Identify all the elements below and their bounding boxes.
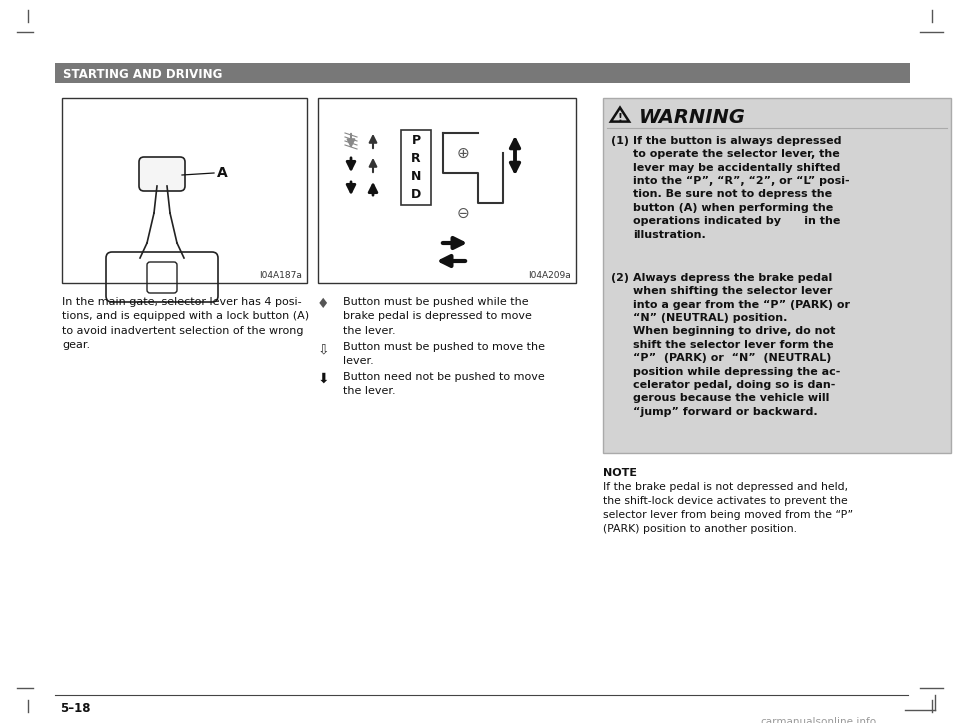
Text: R: R xyxy=(411,152,420,165)
Text: I04A187a: I04A187a xyxy=(259,271,302,280)
Text: ⊖: ⊖ xyxy=(457,205,469,221)
Text: ⇩: ⇩ xyxy=(317,342,329,356)
Text: A: A xyxy=(217,166,228,180)
Text: WARNING: WARNING xyxy=(639,108,746,127)
Bar xyxy=(55,63,910,83)
Text: STARTING AND DRIVING: STARTING AND DRIVING xyxy=(63,67,223,80)
Bar xyxy=(62,98,307,283)
FancyBboxPatch shape xyxy=(139,157,185,191)
Text: P: P xyxy=(412,134,420,147)
Text: In the main gate, selector lever has 4 posi-
tions, and is equipped with a lock : In the main gate, selector lever has 4 p… xyxy=(62,297,309,350)
Text: carmanualsonline.info: carmanualsonline.info xyxy=(760,717,876,723)
Bar xyxy=(318,98,576,283)
FancyBboxPatch shape xyxy=(401,130,431,205)
Text: ⬇: ⬇ xyxy=(317,372,329,386)
Text: Button must be pushed to move the
lever.: Button must be pushed to move the lever. xyxy=(343,342,545,367)
Text: 5–18: 5–18 xyxy=(60,702,90,715)
Text: N: N xyxy=(411,169,421,182)
Text: (2): (2) xyxy=(611,273,629,283)
Text: I04A209a: I04A209a xyxy=(528,271,571,280)
Text: ⊕: ⊕ xyxy=(457,145,469,161)
Text: If the brake pedal is not depressed and held,
the shift-lock device activates to: If the brake pedal is not depressed and … xyxy=(603,482,853,534)
Bar xyxy=(603,98,951,453)
Text: Button need not be pushed to move
the lever.: Button need not be pushed to move the le… xyxy=(343,372,544,396)
Text: ♦: ♦ xyxy=(317,297,329,311)
Text: Button must be pushed while the
brake pedal is depressed to move
the lever.: Button must be pushed while the brake pe… xyxy=(343,297,532,335)
Text: Always depress the brake pedal
when shifting the selector lever
into a gear from: Always depress the brake pedal when shif… xyxy=(633,273,850,416)
Text: !: ! xyxy=(617,113,622,123)
Text: If the button is always depressed
to operate the selector lever, the
lever may b: If the button is always depressed to ope… xyxy=(633,136,850,239)
Text: D: D xyxy=(411,187,421,200)
Text: (1): (1) xyxy=(611,136,629,146)
Text: NOTE: NOTE xyxy=(603,468,637,478)
